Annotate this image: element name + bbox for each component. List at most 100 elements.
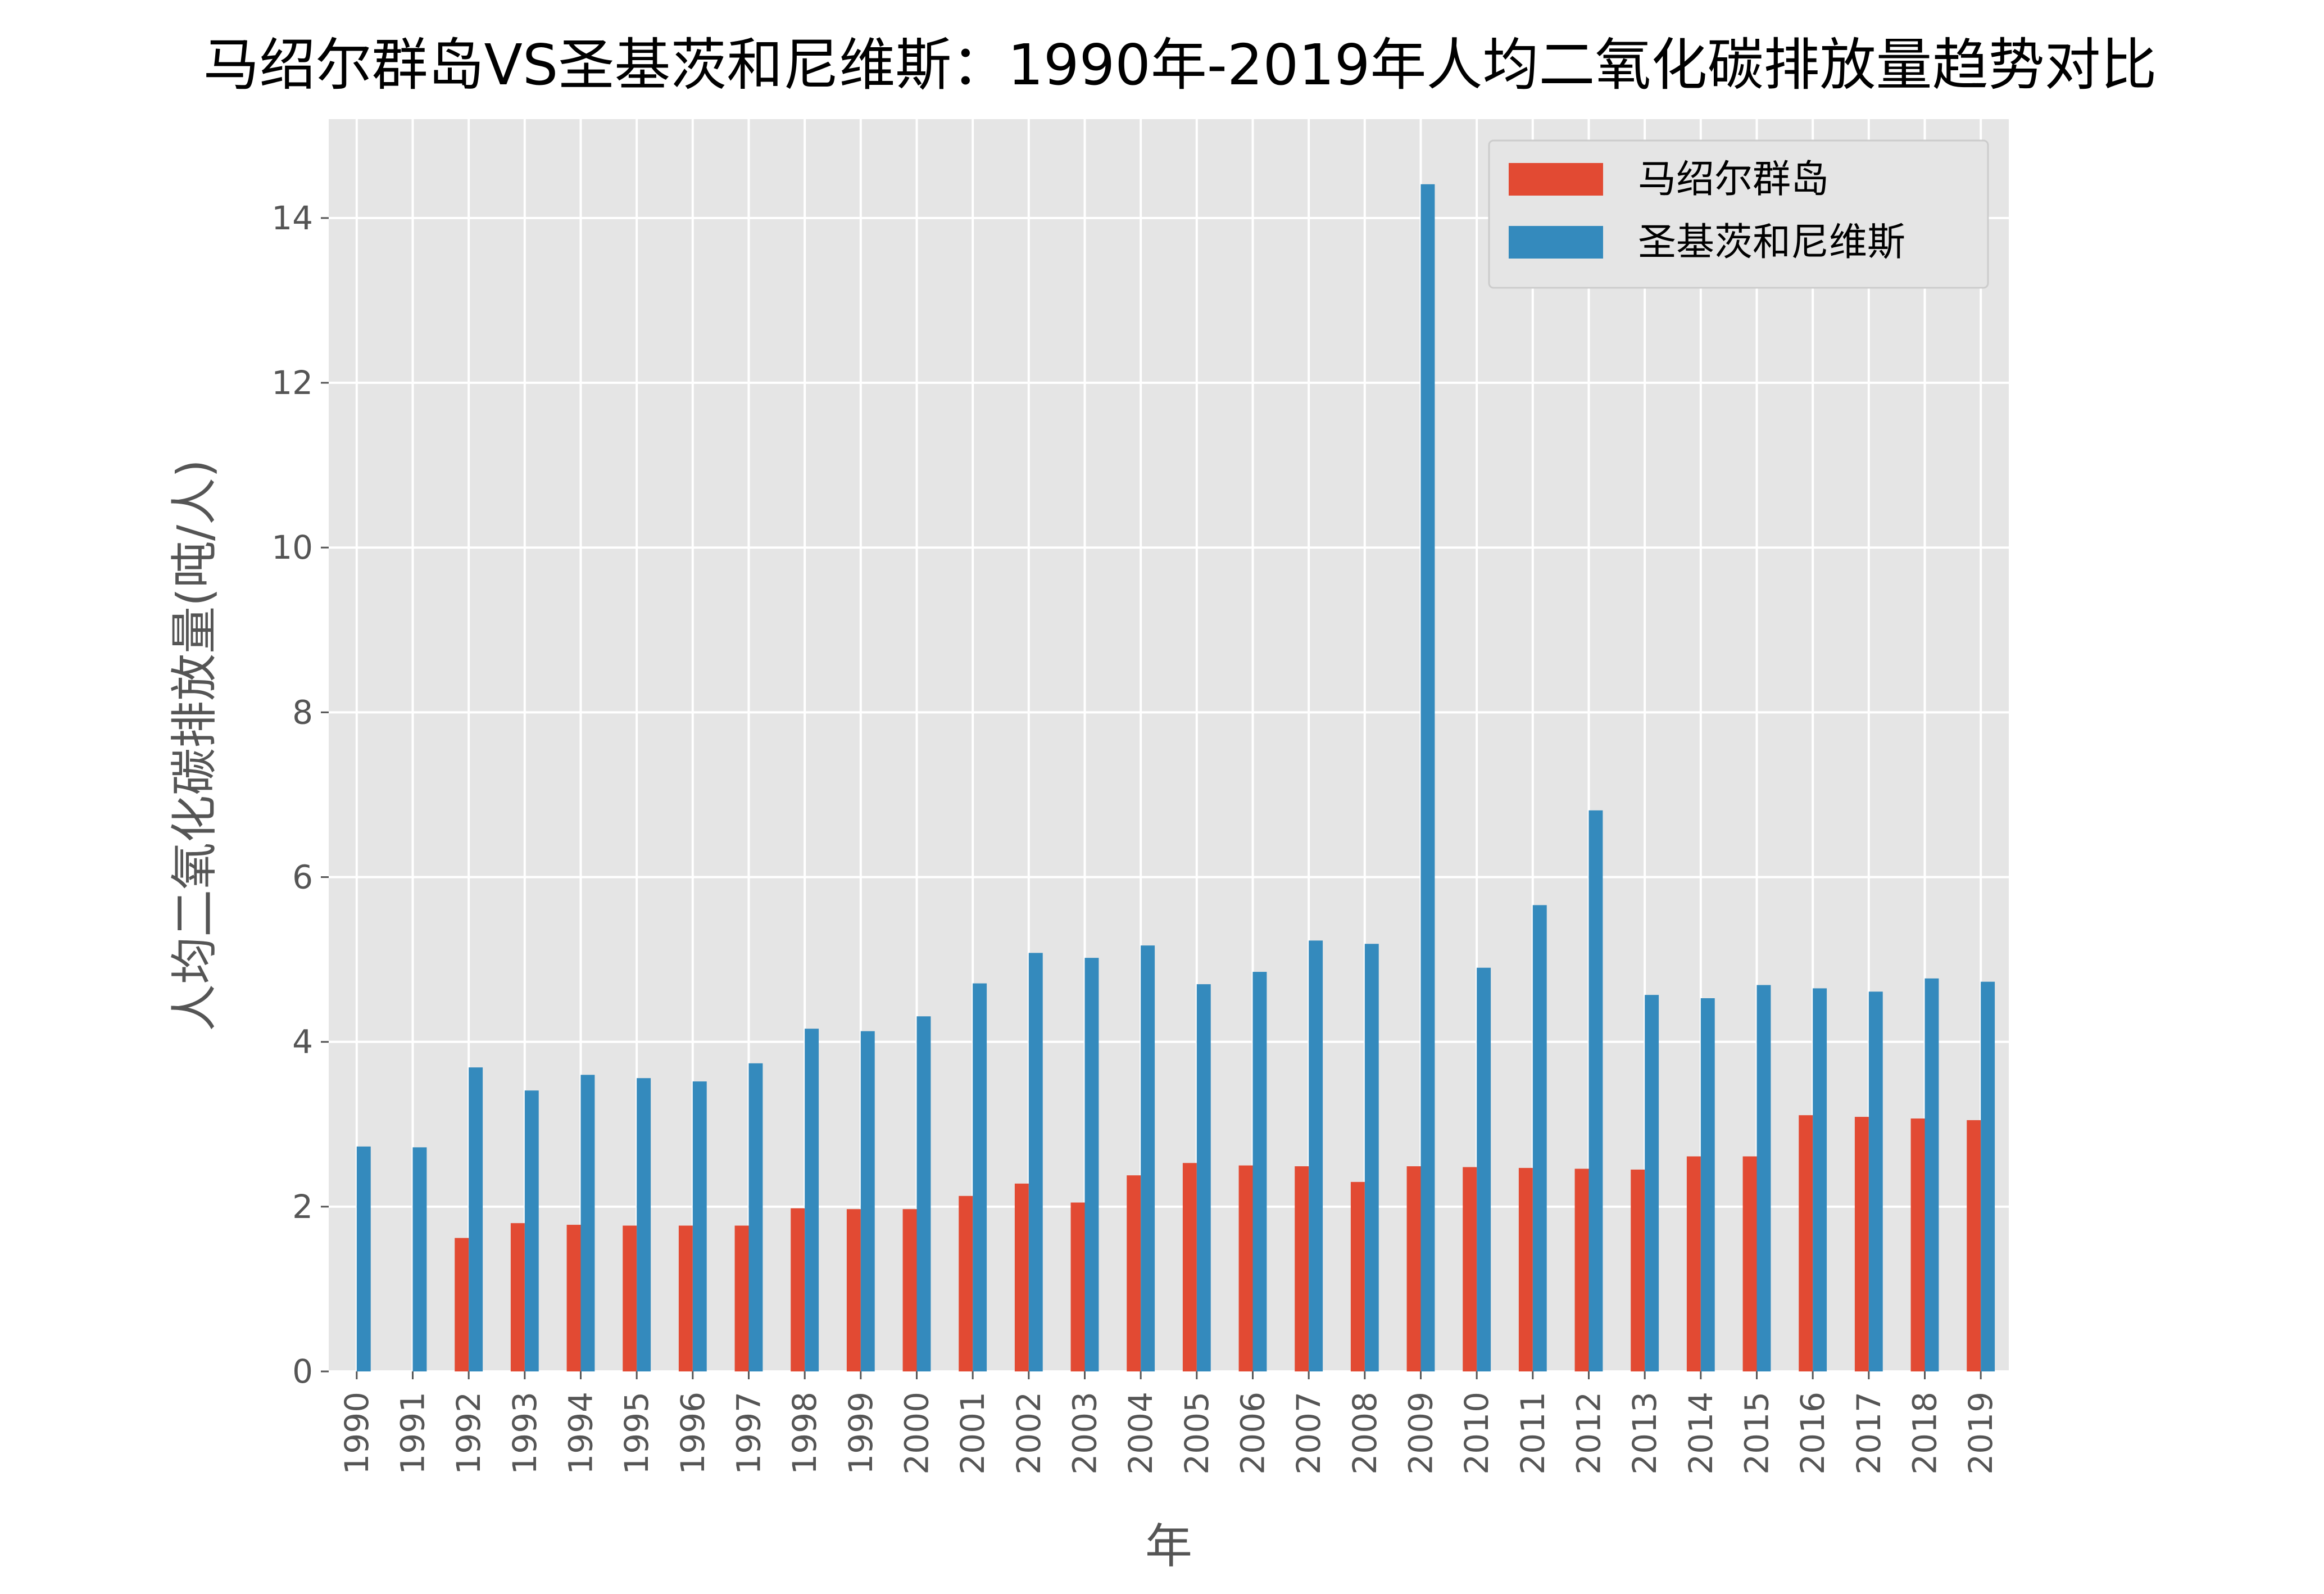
bar-marshall-islands [1910,1118,1925,1371]
x-tick-label: 2011 [1514,1392,1552,1475]
bar-st-kitts-nevis [1420,184,1435,1371]
y-tick-label: 2 [292,1188,313,1226]
x-tick-label: 1996 [674,1392,712,1475]
plot-background [329,119,2009,1371]
y-tick-label: 10 [271,528,313,567]
bar-st-kitts-nevis [1196,984,1211,1371]
bar-marshall-islands [1295,1166,1309,1371]
x-tick-label: 1997 [730,1392,768,1475]
x-tick-label: 2019 [1962,1392,2000,1475]
bar-marshall-islands [846,1209,861,1371]
bar-marshall-islands [1127,1175,1141,1371]
x-tick-label: 2009 [1402,1392,1440,1475]
bar-st-kitts-nevis [469,1067,483,1371]
x-tick-label: 2015 [1738,1392,1776,1475]
bar-st-kitts-nevis [1364,944,1379,1371]
x-tick-label: 1995 [618,1392,656,1475]
y-tick-label: 0 [292,1352,313,1391]
y-tick-label: 12 [271,364,313,402]
y-tick-label: 8 [292,693,313,731]
bar-st-kitts-nevis [1700,998,1715,1371]
x-tick-label: 2014 [1682,1392,1720,1475]
x-tick-label: 2017 [1850,1392,1888,1475]
x-tick-label: 2012 [1570,1392,1608,1475]
x-tick-label: 2002 [1010,1392,1048,1475]
bar-st-kitts-nevis [1084,958,1099,1371]
x-tick-label: 1990 [338,1392,376,1475]
bar-marshall-islands [1686,1156,1701,1371]
bar-st-kitts-nevis [916,1016,931,1371]
x-tick-label: 2004 [1122,1392,1160,1475]
bar-marshall-islands [1406,1166,1421,1371]
x-tick-label: 2007 [1290,1392,1328,1475]
legend-box [1488,139,1989,289]
x-tick-label: 1999 [842,1392,880,1475]
legend-swatch-st-kitts-nevis [1509,226,1603,259]
bar-marshall-islands [510,1223,525,1371]
legend-swatch-marshall-islands [1509,163,1603,196]
bar-st-kitts-nevis [1252,972,1267,1371]
bar-marshall-islands [1014,1183,1029,1371]
x-tick-label: 1992 [450,1392,488,1475]
legend-label-st-kitts-nevis: 圣基茨和尼维斯 [1638,220,1905,265]
bar-marshall-islands [902,1209,917,1371]
bar-marshall-islands [1463,1167,1477,1371]
bar-marshall-islands [1182,1163,1197,1371]
x-tick-label: 2008 [1346,1392,1384,1475]
x-tick-label: 2013 [1626,1392,1664,1475]
bar-st-kitts-nevis [580,1075,595,1371]
bar-marshall-islands [1631,1169,1645,1371]
bar-st-kitts-nevis [412,1147,427,1371]
bar-st-kitts-nevis [1477,967,1491,1371]
x-tick-label: 2006 [1234,1392,1272,1475]
bar-marshall-islands [1799,1115,1813,1371]
y-tick-label: 6 [292,858,313,896]
bar-st-kitts-nevis [1141,945,1155,1371]
bar-st-kitts-nevis [1868,991,1883,1371]
y-tick-label: 14 [271,199,313,237]
x-tick-label: 1993 [506,1392,544,1475]
x-tick-label: 2016 [1794,1392,1832,1475]
bar-marshall-islands [1518,1167,1533,1371]
bars [356,184,1995,1371]
bar-marshall-islands [1967,1120,1981,1371]
bar-st-kitts-nevis [356,1146,371,1371]
chart-title: 马绍尔群岛VS圣基茨和尼维斯：1990年-2019年人均二氧化碳排放量趋势对比 [203,32,2157,98]
x-tick-label: 2010 [1458,1392,1496,1475]
bar-st-kitts-nevis [1924,978,1939,1371]
bar-marshall-islands [734,1225,749,1371]
bar-st-kitts-nevis [1756,985,1771,1371]
bar-st-kitts-nevis [1645,995,1659,1371]
bar-marshall-islands [791,1208,805,1371]
bar-st-kitts-nevis [973,983,987,1371]
bar-st-kitts-nevis [1532,905,1547,1371]
bar-marshall-islands [455,1238,469,1371]
legend-label-marshall-islands: 马绍尔群岛 [1638,157,1829,202]
bar-marshall-islands [1070,1202,1085,1371]
y-tick-label: 4 [292,1023,313,1061]
bar-marshall-islands [1350,1181,1365,1371]
bar-st-kitts-nevis [1588,810,1603,1371]
x-tick-label: 1991 [394,1392,432,1475]
legend: 马绍尔群岛 圣基茨和尼维斯 [1488,139,1989,289]
bar-st-kitts-nevis [1309,940,1323,1371]
bar-st-kitts-nevis [1981,981,1995,1371]
x-tick-label: 1994 [562,1392,600,1475]
x-tick-label: 2005 [1178,1392,1216,1475]
x-tick-label: 2018 [1906,1392,1944,1475]
bar-marshall-islands [1742,1156,1757,1371]
axis-ticks: 0 2 4 6 8 10 12 14 1990 1991 1992 1993 1994 1995 1996 1… [271,199,2000,1475]
bar-marshall-islands [1238,1165,1253,1371]
bar-marshall-islands [623,1225,637,1371]
x-tick-label: 2003 [1066,1392,1104,1475]
x-axis-label: 年 [1145,1519,1192,1574]
bar-st-kitts-nevis [1028,953,1043,1371]
x-tick-label: 2000 [898,1392,936,1475]
bar-marshall-islands [1574,1169,1589,1371]
bar-st-kitts-nevis [524,1090,539,1371]
y-axis-label: 人均二氧化碳排放量(吨/人) [167,459,222,1031]
x-tick-label: 1998 [786,1392,824,1475]
bar-marshall-islands [1854,1117,1869,1371]
